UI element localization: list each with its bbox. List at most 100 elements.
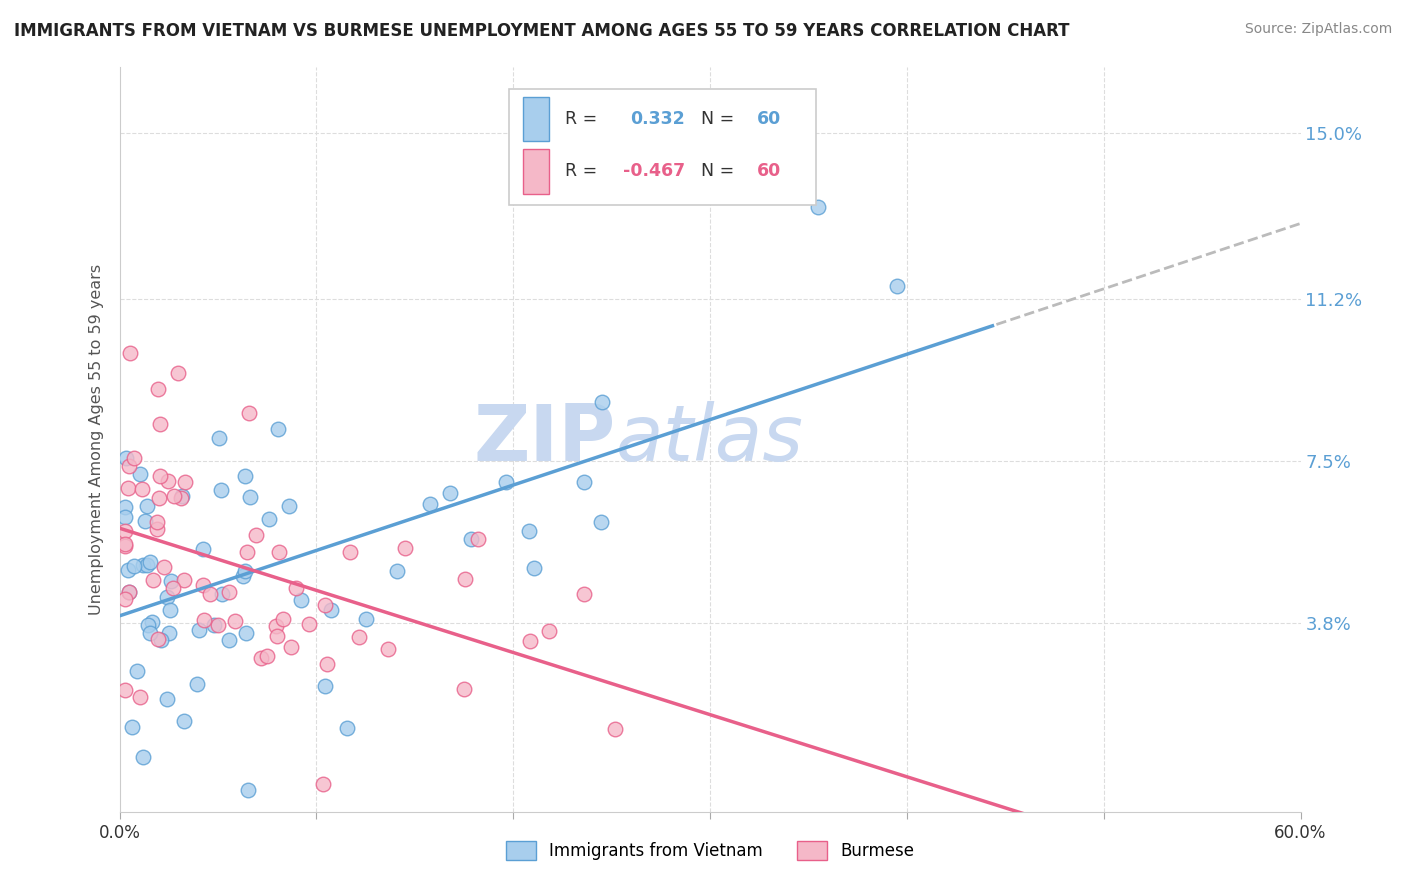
Point (186, 677, 208, 691)
Point (159, 603, 181, 617)
Y-axis label: Unemployment Among Ages 55 to 59 years: Unemployment Among Ages 55 to 59 years (89, 264, 104, 615)
Point (117, 482, 139, 496)
Point (191, 578, 214, 592)
Point (172, 489, 194, 503)
Point (160, 574, 183, 588)
Point (129, 467, 152, 481)
Point (139, 555, 162, 569)
Point (218, 585, 240, 599)
Point (148, 382, 170, 396)
Point (141, 615, 163, 629)
Point (354, 612, 377, 626)
Legend: Immigrants from Vietnam, Burmese: Immigrants from Vietnam, Burmese (499, 834, 921, 867)
Point (136, 618, 159, 632)
Point (605, 723, 627, 737)
Text: R =: R = (565, 110, 603, 128)
Point (517, 524, 540, 538)
Point (118, 585, 141, 599)
Point (454, 572, 477, 586)
Point (574, 587, 596, 601)
FancyBboxPatch shape (509, 89, 817, 204)
FancyBboxPatch shape (523, 149, 550, 194)
Point (167, 367, 190, 381)
Point (314, 679, 336, 693)
Point (146, 522, 169, 536)
Point (336, 721, 359, 735)
Point (321, 603, 343, 617)
Point (114, 524, 136, 538)
Point (807, 200, 830, 214)
Point (377, 641, 399, 656)
Point (114, 510, 136, 524)
Text: 60: 60 (758, 110, 782, 128)
Point (114, 539, 136, 553)
Point (173, 573, 195, 587)
Point (589, 516, 612, 530)
Point (453, 681, 475, 696)
Point (114, 591, 136, 606)
Point (132, 749, 155, 764)
Point (419, 497, 441, 511)
FancyBboxPatch shape (523, 96, 550, 142)
Point (122, 559, 145, 574)
Point (235, 626, 257, 640)
Point (290, 593, 312, 607)
Point (233, 468, 256, 483)
Point (269, 544, 291, 558)
Point (162, 581, 184, 595)
Point (257, 512, 280, 526)
Point (519, 633, 541, 648)
Point (117, 563, 139, 577)
Point (121, 721, 143, 735)
Point (149, 417, 172, 431)
Point (394, 541, 416, 555)
Point (136, 500, 159, 514)
Point (280, 640, 302, 654)
Point (312, 777, 335, 791)
Point (129, 690, 152, 705)
Point (162, 488, 184, 502)
Point (314, 598, 336, 612)
Point (218, 632, 240, 647)
Text: Source: ZipAtlas.com: Source: ZipAtlas.com (1244, 22, 1392, 37)
Text: 60: 60 (758, 162, 782, 180)
Point (385, 564, 408, 578)
Point (174, 475, 197, 490)
Text: 0.332: 0.332 (630, 110, 685, 128)
Point (114, 500, 136, 514)
Point (169, 491, 191, 505)
Point (460, 532, 482, 546)
Point (114, 683, 136, 698)
Text: ZIP: ZIP (474, 401, 616, 477)
Point (118, 458, 141, 473)
Point (120, 346, 142, 360)
Point (278, 499, 301, 513)
Point (202, 618, 225, 632)
Point (146, 632, 169, 646)
Point (209, 483, 232, 497)
Point (347, 630, 370, 644)
Text: atlas: atlas (616, 401, 803, 477)
Point (136, 558, 159, 573)
Point (315, 657, 337, 671)
Point (267, 422, 290, 436)
Point (238, 406, 260, 420)
Text: -0.467: -0.467 (623, 162, 685, 180)
Point (266, 618, 288, 632)
Point (134, 514, 156, 528)
Point (886, 279, 908, 293)
Point (284, 581, 307, 595)
Point (238, 782, 260, 797)
Point (208, 431, 231, 445)
Point (127, 664, 149, 678)
Point (118, 584, 141, 599)
Point (193, 541, 215, 556)
Point (138, 626, 160, 640)
Point (232, 568, 254, 582)
Point (193, 613, 215, 627)
Text: R =: R = (565, 162, 603, 180)
Point (256, 648, 278, 663)
Point (198, 586, 221, 600)
Point (115, 450, 138, 465)
Point (114, 537, 136, 551)
